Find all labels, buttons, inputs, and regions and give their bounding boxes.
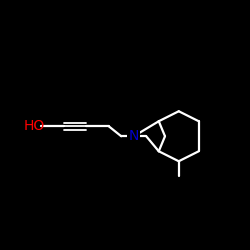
Text: N: N bbox=[128, 129, 139, 143]
Text: HO: HO bbox=[24, 119, 45, 133]
